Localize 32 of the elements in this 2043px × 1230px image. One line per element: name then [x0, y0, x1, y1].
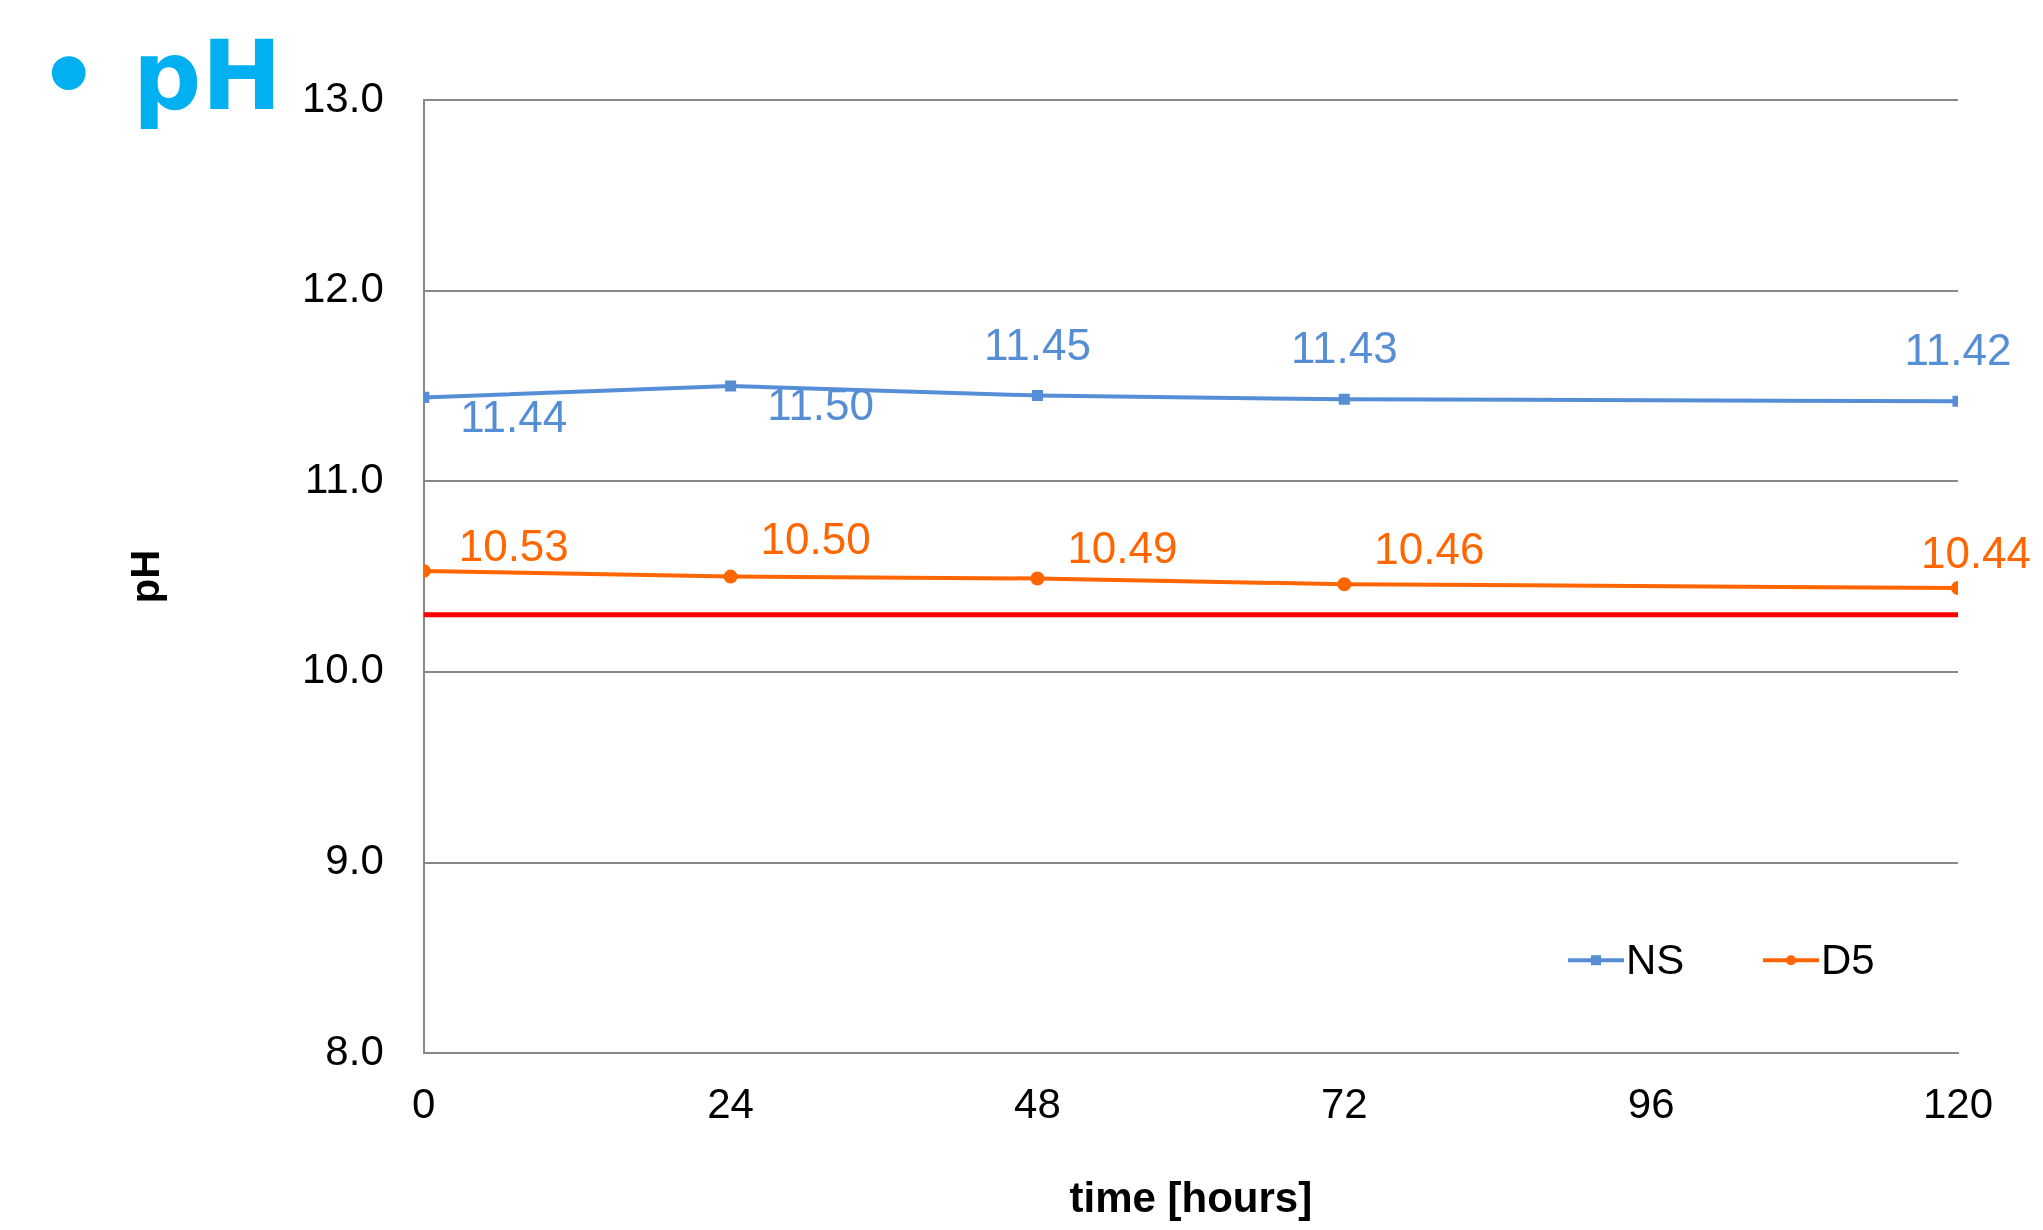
x-tick-label: 48 [1014, 1079, 1061, 1127]
y-tick-label: 9.0 [325, 836, 384, 884]
data-label: 11.42 [1904, 325, 2012, 375]
data-label: 10.46 [1374, 524, 1485, 574]
x-axis-title: time [hours] [1069, 1174, 1313, 1222]
y-tick-label: 8.0 [325, 1026, 384, 1074]
point [1337, 577, 1352, 592]
data-label: 10.49 [1067, 522, 1178, 572]
legend-label: D5 [1821, 935, 1875, 983]
y-tick-label: 13.0 [301, 73, 384, 121]
point [725, 380, 737, 392]
point [1338, 393, 1350, 405]
chart-title: • pH [38, 20, 282, 132]
y-tick-label: 10.0 [301, 645, 384, 693]
x-tick-label: 0 [412, 1079, 436, 1127]
data-label: 11.43 [1290, 323, 1398, 373]
data-label: 10.50 [760, 513, 871, 563]
legend-label: NS [1626, 935, 1685, 983]
x-tick-label: 120 [1922, 1079, 1994, 1127]
y-tick-label: 11.0 [305, 454, 384, 502]
x-tick-label: 96 [1627, 1079, 1675, 1127]
y-tick-label: 12.0 [301, 264, 384, 312]
point [723, 569, 738, 584]
data-label: 11.44 [460, 391, 568, 441]
point [1030, 571, 1045, 586]
data-label: 10.44 [1920, 528, 2032, 578]
x-tick-label: 24 [707, 1079, 754, 1127]
data-label: 10.53 [458, 521, 569, 571]
data-label: 11.45 [984, 319, 1091, 369]
point [1031, 389, 1043, 402]
y-axis-title: pH [123, 549, 168, 604]
x-tick-label: 72 [1320, 1079, 1368, 1127]
